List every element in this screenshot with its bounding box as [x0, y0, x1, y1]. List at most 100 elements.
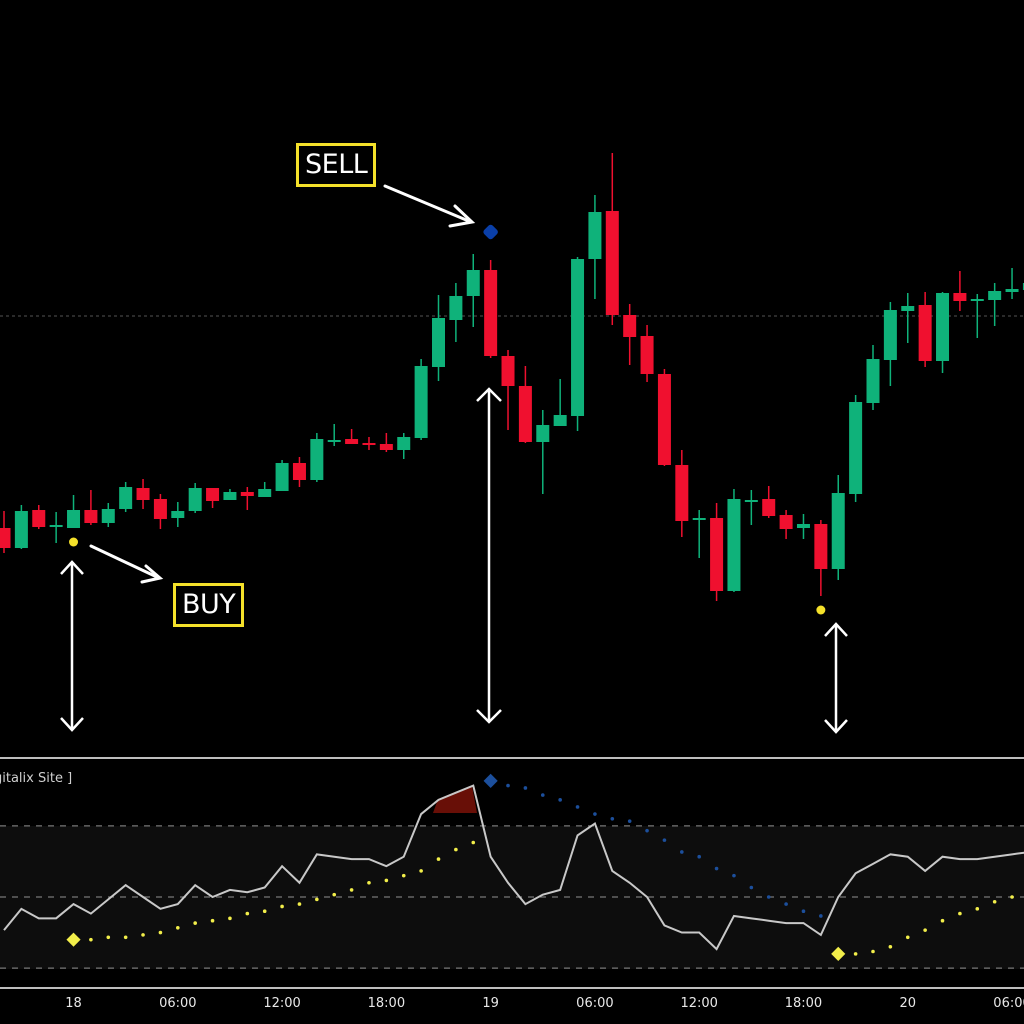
candle-bearish: [814, 520, 828, 596]
yellow-dot: [262, 909, 267, 914]
candle-bullish: [14, 505, 28, 549]
sell-arrow: [383, 184, 476, 228]
candle-bearish: [84, 490, 98, 525]
candle-body: [379, 444, 393, 450]
yellow-dot: [106, 935, 111, 940]
double-arrow-buy-1: [60, 560, 84, 732]
candle-bearish: [657, 369, 671, 466]
candle-body: [310, 439, 324, 480]
yellow-dot: [315, 897, 319, 902]
yellow-dot: [141, 933, 145, 937]
blue-dot: [506, 783, 510, 788]
candle-body: [988, 291, 1002, 300]
candle-body: [710, 518, 724, 591]
buy-signal-dot: [816, 605, 826, 615]
yellow-dot: [940, 918, 945, 923]
yellow-dot: [280, 904, 284, 909]
yellow-dot: [332, 892, 337, 897]
candle-body: [292, 463, 306, 480]
candle-bullish: [796, 514, 810, 539]
blue-dot: [680, 850, 684, 854]
candle-body: [536, 425, 550, 442]
blue-dot: [732, 873, 736, 878]
candle-body: [153, 499, 167, 519]
candle-body: [501, 356, 515, 386]
candle-body: [240, 492, 254, 496]
candle-bearish: [0, 511, 11, 553]
candle-body: [883, 310, 897, 360]
x-tick-label: 19: [482, 996, 499, 1011]
buy-arrow: [89, 544, 164, 584]
candle-bullish: [744, 490, 758, 525]
candle-bullish: [901, 293, 915, 343]
candle-bullish: [397, 433, 411, 459]
yellow-signal-diamond: [831, 946, 846, 961]
candle-body: [0, 528, 11, 548]
candle-body: [397, 437, 411, 450]
candle-body: [657, 374, 671, 465]
blue-dot: [697, 854, 701, 859]
candle-body: [223, 492, 237, 500]
candle-bearish: [362, 437, 376, 450]
indicator: [3, 773, 1024, 961]
x-tick-label: 18: [65, 996, 82, 1011]
blue-dot: [714, 866, 719, 871]
yellow-dot: [210, 918, 215, 923]
candle-bullish: [988, 283, 1002, 326]
candle-body: [362, 443, 376, 445]
candle-body: [136, 488, 150, 500]
candle-body: [762, 499, 776, 516]
yellow-dot: [958, 911, 962, 916]
candle-bearish: [623, 304, 637, 365]
candle-bullish: [414, 359, 428, 440]
candle-bearish: [379, 433, 393, 452]
candle-body: [623, 315, 637, 337]
candle-body: [866, 359, 880, 403]
x-tick-label: 06:00: [576, 996, 614, 1011]
candle-body: [206, 488, 220, 501]
sell-signal-diamond: [483, 224, 498, 240]
yellow-dot: [923, 928, 927, 932]
yellow-dot: [905, 935, 910, 940]
candle-body: [571, 259, 585, 416]
candle-bearish: [32, 505, 46, 529]
candle-bearish: [675, 450, 689, 537]
candle-body: [466, 270, 480, 296]
candle-bullish: [1005, 268, 1019, 299]
x-tick-label: 06:00: [159, 996, 197, 1011]
candle-bullish: [571, 257, 585, 431]
yellow-dot: [888, 944, 893, 949]
yellow-dot: [401, 873, 406, 878]
candle-body: [1005, 289, 1019, 292]
indicator-levels: [0, 825, 1024, 969]
candle-bullish: [831, 475, 845, 580]
candle-bearish: [779, 510, 793, 539]
candle-body: [849, 402, 863, 494]
yellow-dot: [367, 880, 371, 885]
yellow-dot: [384, 878, 389, 883]
indicator-label: gitalix Site ]: [0, 771, 73, 786]
candle-bullish: [188, 483, 202, 513]
candle-bearish: [518, 366, 532, 443]
x-tick-label: 20: [899, 996, 917, 1011]
candle-body: [640, 336, 654, 374]
candle-bearish: [240, 487, 254, 510]
x-tick-label: 18:00: [784, 996, 823, 1011]
candle-bullish: [67, 495, 81, 528]
candle-body: [901, 306, 915, 311]
candle-body: [727, 499, 741, 591]
yellow-dot: [992, 899, 997, 904]
candle-bullish: [727, 489, 741, 592]
yellow-dot: [123, 935, 128, 940]
yellow-dot: [89, 937, 93, 942]
yellow-dot: [454, 847, 458, 852]
candle-body: [518, 386, 532, 442]
blue-signal-diamond: [483, 773, 498, 788]
yellow-dot: [193, 921, 197, 925]
x-tick-label: 18:00: [367, 996, 406, 1011]
overbought-fill: [433, 786, 477, 813]
candle-bullish: [49, 512, 63, 543]
candle-bullish: [432, 295, 445, 381]
candle-body: [101, 509, 115, 523]
